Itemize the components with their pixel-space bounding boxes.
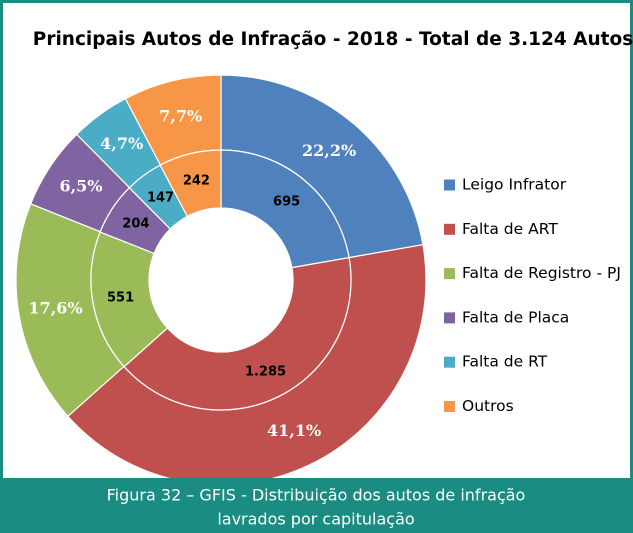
legend-swatch <box>444 268 455 280</box>
data-label: 4,7% <box>100 134 143 153</box>
legend-label: Falta de ART <box>462 220 558 238</box>
data-label: 551 <box>107 290 134 305</box>
donut-segment <box>220 149 350 269</box>
chart-title: Principais Autos de Infração - 2018 - To… <box>33 29 633 50</box>
data-label: 22,2% <box>302 141 356 160</box>
legend-label: Outros <box>462 397 514 415</box>
ring-divider <box>90 149 352 411</box>
legend-swatch <box>444 356 455 368</box>
legend-swatch <box>444 179 455 191</box>
data-label: 7,7% <box>159 106 202 125</box>
legend-swatch <box>444 312 455 324</box>
data-label: 695 <box>273 194 300 209</box>
legend-swatch <box>444 223 455 235</box>
data-label: 147 <box>147 190 174 205</box>
data-label: 204 <box>122 216 149 231</box>
legend-label: Falta de Registro - PJ <box>462 264 621 282</box>
legend-label: Falta de RT <box>462 353 548 371</box>
data-label: 17,6% <box>28 298 82 317</box>
donut-segment <box>123 256 352 411</box>
caption-line: lavrados por capitulação <box>217 510 414 529</box>
caption-line: Figura 32 – GFIS - Distribuição dos auto… <box>107 486 526 505</box>
data-label: 242 <box>183 174 210 189</box>
caption-band <box>0 478 633 533</box>
plot-area: 22,2% 41,1% 17,6% 6,5% 4,7% 7,7% 695 1.285 551 20… <box>15 74 621 486</box>
legend-label: Falta de Placa <box>462 308 569 326</box>
donut-segment <box>159 149 222 218</box>
data-label: 1.285 <box>245 364 286 379</box>
data-label: 6,5% <box>59 177 102 196</box>
legend-label: Leigo Infrator <box>462 176 567 194</box>
data-label: 41,1% <box>267 421 321 440</box>
legend-swatch <box>444 401 455 412</box>
